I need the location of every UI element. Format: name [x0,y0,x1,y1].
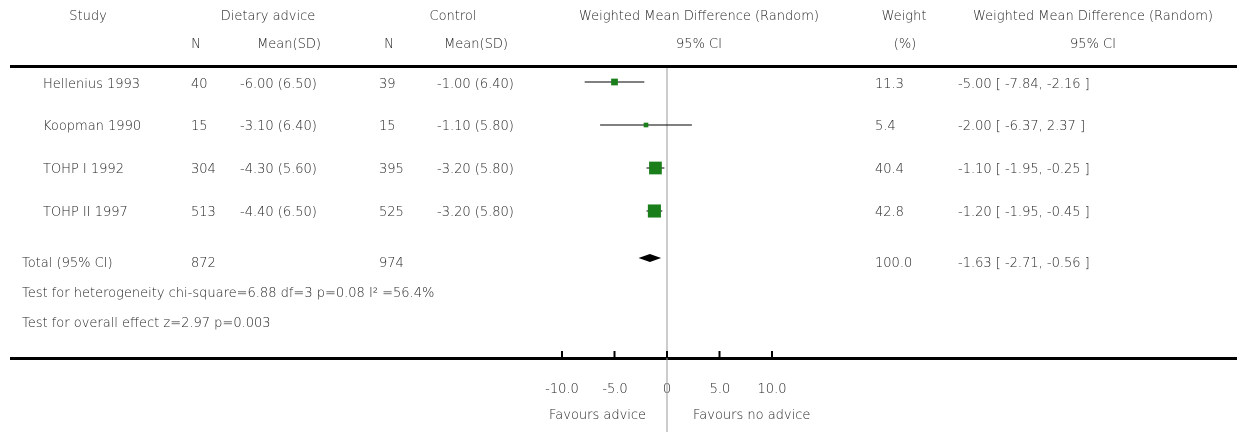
mean-advice: -4.30 (5.60) [240,162,317,177]
header-rule [10,65,1237,68]
ci-value: -1.20 [ -1.95, -0.45 ] [958,205,1090,220]
study-name: TOHP I 1992 [43,162,124,177]
n-control: 395 [379,162,404,177]
favours-no-advice-label: Favours no advice [693,408,811,423]
n-advice: 304 [191,162,216,177]
tick-label: 10.0 [757,382,787,397]
mean-control: -3.20 (5.80) [437,205,514,220]
favours-advice-label: Favours advice [549,408,647,423]
footer-rule [10,357,1237,360]
n-control: 39 [379,77,396,92]
header-mean-control: Mean(SD) [444,37,508,52]
header-ci-plot: 95% CI [676,37,722,52]
header-weight-unit: (%) [893,37,917,52]
n-advice: 513 [191,205,216,220]
total-weight: 100.0 [875,256,913,271]
weight-value: 11.3 [875,77,904,92]
overall-effect-test: Test for overall effect z=2.97 p=0.003 [22,316,271,331]
n-advice: 15 [191,119,208,134]
mean-advice: -4.40 (6.50) [240,205,317,220]
study-name: Koopman 1990 [43,119,142,134]
weight-value: 5.4 [875,119,896,134]
header-wmd-plot: Weighted Mean Difference (Random) [579,9,819,24]
ci-value: -5.00 [ -7.84, -2.16 ] [958,77,1090,92]
total-n-advice: 872 [191,256,216,271]
n-advice: 40 [191,77,208,92]
tick-label: -10.0 [545,382,579,397]
tick-label: -5.0 [602,382,628,397]
study-name: TOHP II 1997 [43,205,128,220]
pooled-diamond [638,254,662,262]
mean-control: -3.20 (5.80) [437,162,514,177]
weight-value: 40.4 [875,162,904,177]
mean-advice: -6.00 (6.50) [240,77,317,92]
total-ci: -1.63 [ -2.71, -0.56 ] [958,256,1090,271]
heterogeneity-test: Test for heterogeneity chi-square=6.88 d… [22,286,435,301]
header-dietary-advice: Dietary advice [220,9,316,24]
mean-control: -1.10 (5.80) [437,119,514,134]
study-name: Hellenius 1993 [43,77,141,92]
n-control: 15 [379,119,396,134]
effect-marker [649,161,662,175]
header-n-control: N [384,37,394,52]
header-ci-text: 95% CI [1070,37,1116,52]
effect-marker [611,78,618,86]
tick-label: 5.0 [709,382,731,397]
header-wmd-text: Weighted Mean Difference (Random) [973,9,1213,24]
effect-marker [647,204,661,218]
header-mean-advice: Mean(SD) [257,37,321,52]
total-label: Total (95% CI) [22,256,113,271]
total-n-control: 974 [379,256,404,271]
effect-marker [643,122,649,128]
weight-value: 42.8 [875,205,904,220]
header-control: Control [429,9,477,24]
mean-control: -1.00 (6.40) [437,77,514,92]
mean-advice: -3.10 (6.40) [240,119,317,134]
n-control: 525 [379,205,404,220]
header-n-advice: N [191,37,201,52]
header-weight: Weight [881,9,927,24]
header-study: Study [69,9,107,24]
ci-value: -1.10 [ -1.95, -0.25 ] [958,162,1090,177]
ci-value: -2.00 [ -6.37, 2.37 ] [958,119,1086,134]
